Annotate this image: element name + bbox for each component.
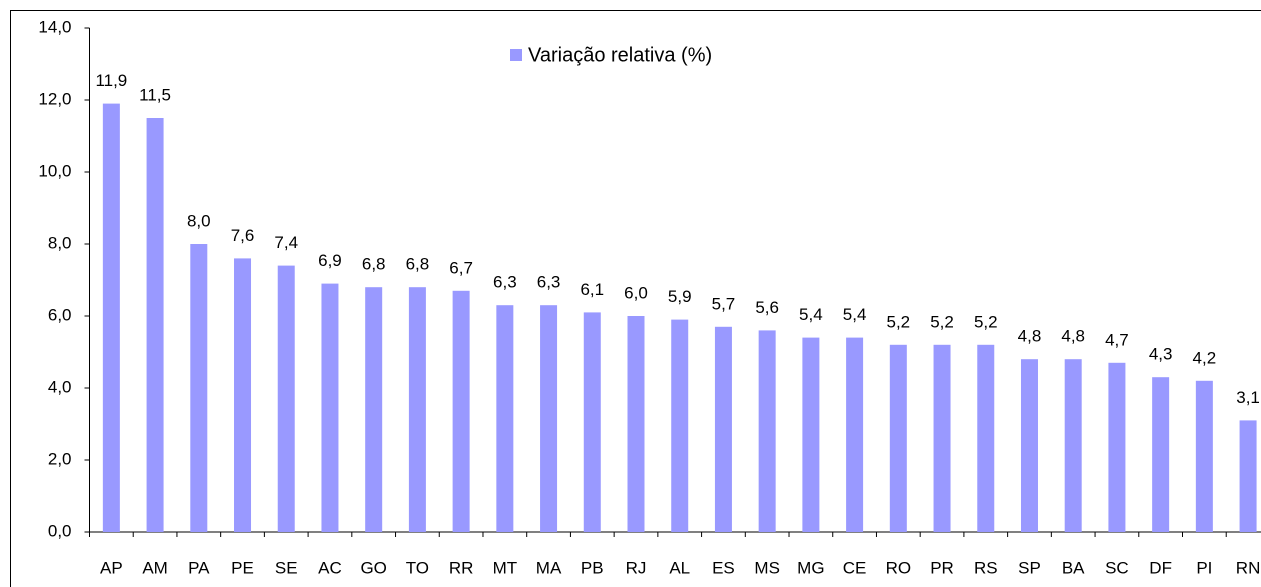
bar (583, 312, 601, 532)
bar (1239, 420, 1257, 532)
y-tick-label: 14,0 (38, 17, 71, 36)
bar (190, 244, 208, 532)
legend-swatch (510, 49, 522, 61)
x-tick-label: MG (797, 558, 824, 577)
x-tick-label: RR (449, 558, 474, 577)
bar (496, 305, 514, 532)
x-tick-label: MS (754, 558, 780, 577)
bar (146, 118, 164, 532)
value-label: 3,1 (1236, 388, 1260, 407)
x-tick-label: RN (1236, 558, 1261, 577)
bar (1108, 362, 1126, 532)
bar (889, 344, 907, 532)
bar (714, 326, 732, 532)
bar (802, 337, 820, 532)
value-label: 11,5 (139, 85, 171, 104)
x-tick-label: PB (581, 558, 604, 577)
value-label: 7,4 (274, 233, 298, 252)
bar (671, 319, 689, 532)
value-label: 6,1 (580, 280, 604, 299)
value-label: 7,6 (231, 226, 255, 245)
bar (758, 330, 776, 532)
value-label: 5,2 (930, 312, 954, 331)
x-tick-label: TO (406, 558, 429, 577)
value-label: 6,0 (624, 283, 648, 302)
x-tick-label: PE (231, 558, 254, 577)
bar (977, 344, 995, 532)
bar (102, 103, 120, 532)
value-label: 6,7 (449, 258, 473, 277)
value-label: 6,9 (318, 251, 342, 270)
bar (1152, 377, 1170, 532)
x-tick-label: ES (712, 558, 735, 577)
x-tick-label: PA (188, 558, 210, 577)
x-tick-label: PR (930, 558, 954, 577)
y-tick-label: 0,0 (48, 521, 72, 540)
bar (1195, 380, 1213, 532)
bar (627, 316, 645, 532)
value-label: 4,2 (1193, 348, 1217, 367)
chart-frame (10, 10, 1261, 587)
x-tick-label: SC (1105, 558, 1129, 577)
x-tick-label: SP (1018, 558, 1041, 577)
x-tick-label: CE (843, 558, 867, 577)
x-tick-label: SE (275, 558, 298, 577)
bar (540, 305, 558, 532)
y-tick-label: 12,0 (38, 89, 71, 108)
value-label: 5,4 (843, 305, 867, 324)
value-label: 11,9 (95, 71, 127, 90)
value-label: 4,3 (1149, 345, 1173, 364)
bar (933, 344, 951, 532)
bar (365, 287, 383, 532)
value-label: 5,4 (799, 305, 823, 324)
x-tick-label: GO (360, 558, 386, 577)
value-label: 6,3 (493, 273, 517, 292)
value-label: 5,2 (974, 312, 998, 331)
x-tick-label: AL (669, 558, 690, 577)
x-tick-label: MA (536, 558, 562, 577)
x-tick-label: RS (974, 558, 998, 577)
bar (321, 283, 339, 532)
x-tick-label: BA (1062, 558, 1085, 577)
value-label: 6,3 (537, 273, 561, 292)
x-tick-label: AM (142, 558, 168, 577)
x-tick-label: MT (493, 558, 518, 577)
x-tick-label: PI (1196, 558, 1212, 577)
bar (1064, 359, 1082, 532)
x-tick-label: AP (100, 558, 123, 577)
y-tick-label: 10,0 (38, 161, 71, 180)
bar (846, 337, 864, 532)
value-label: 5,6 (755, 298, 779, 317)
bar (234, 258, 252, 532)
value-label: 4,7 (1105, 330, 1129, 349)
x-tick-label: RJ (626, 558, 647, 577)
value-label: 8,0 (187, 211, 211, 230)
value-label: 5,7 (712, 294, 736, 313)
value-label: 6,8 (406, 255, 430, 274)
value-label: 4,8 (1018, 327, 1042, 346)
y-tick-label: 6,0 (48, 305, 72, 324)
bar (408, 287, 426, 532)
bar (277, 265, 295, 532)
value-label: 4,8 (1061, 327, 1085, 346)
value-label: 6,8 (362, 255, 386, 274)
value-label: 5,2 (886, 312, 910, 331)
x-tick-label: AC (318, 558, 342, 577)
y-tick-label: 4,0 (48, 377, 72, 396)
y-tick-label: 8,0 (48, 233, 72, 252)
legend-label: Variação relativa (%) (528, 44, 712, 66)
y-tick-label: 2,0 (48, 449, 72, 468)
value-label: 5,9 (668, 287, 692, 306)
x-tick-label: DF (1149, 558, 1172, 577)
x-tick-label: RO (886, 558, 912, 577)
bar (452, 290, 470, 532)
bar (1020, 359, 1038, 532)
